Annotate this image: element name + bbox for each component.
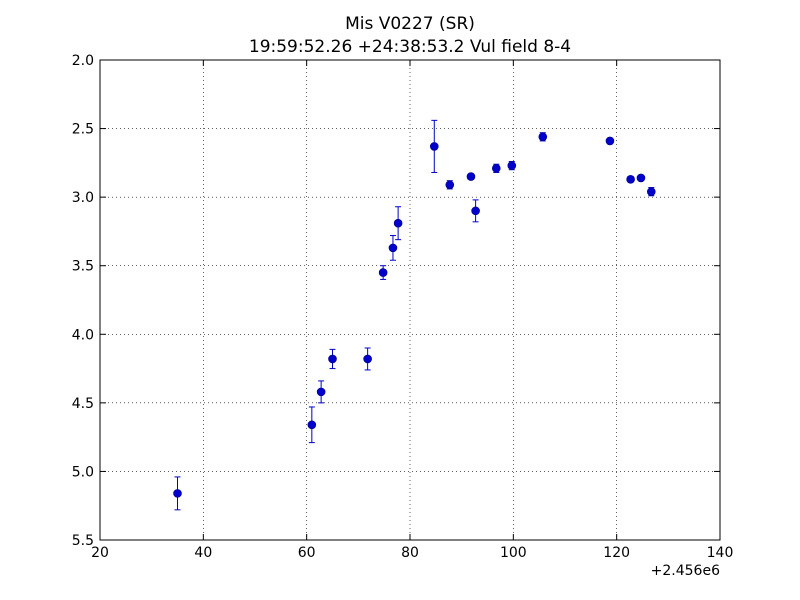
x-tick-label: 40 (194, 545, 212, 561)
data-point (378, 268, 388, 277)
data-point (388, 243, 398, 253)
x-tick-label: 80 (401, 545, 419, 561)
y-tick-label: 5.0 (72, 464, 94, 480)
data-point (307, 420, 317, 430)
data-point (491, 164, 501, 173)
y-tick-label: 2.0 (72, 53, 94, 69)
chart-subtitle: 19:59:52.26 +24:38:53.2 Vul field 8-4 (249, 37, 571, 57)
grid (99, 59, 721, 541)
data-point (466, 172, 476, 181)
data-point (393, 218, 403, 228)
y-tick-label: 4.5 (72, 396, 94, 412)
data-point (507, 161, 517, 170)
x-offset-label: +2.456e6 (651, 563, 720, 579)
data-point (646, 187, 656, 196)
data-point (363, 354, 372, 364)
x-tick-label: 140 (707, 545, 734, 561)
y-tick-label: 5.5 (72, 533, 94, 549)
x-tick-label: 60 (298, 545, 316, 561)
data-point (471, 206, 480, 216)
data-point (626, 175, 635, 184)
y-tick-label: 3.0 (72, 190, 94, 206)
x-tick-label: 20 (91, 545, 109, 561)
y-tick-label: 3.5 (72, 259, 94, 275)
x-tick-label: 120 (603, 545, 630, 561)
data-point (328, 354, 337, 364)
data-point (316, 387, 326, 397)
chart-title: Mis V0227 (SR) (345, 14, 475, 34)
data-series (173, 119, 656, 511)
data-point (538, 132, 548, 142)
data-point (636, 173, 646, 183)
axis-ticks: 20 40 60 80 100 120 140 2.0 2.5 3.0 3.5 4.0 4.5 5.0 5.… (72, 53, 734, 561)
x-tick-label: 100 (500, 545, 527, 561)
data-point (445, 180, 455, 190)
y-tick-label: 4.0 (72, 327, 94, 343)
data-point (605, 136, 615, 146)
data-point (173, 489, 182, 498)
y-tick-label: 2.5 (72, 122, 94, 138)
data-point (429, 142, 439, 151)
